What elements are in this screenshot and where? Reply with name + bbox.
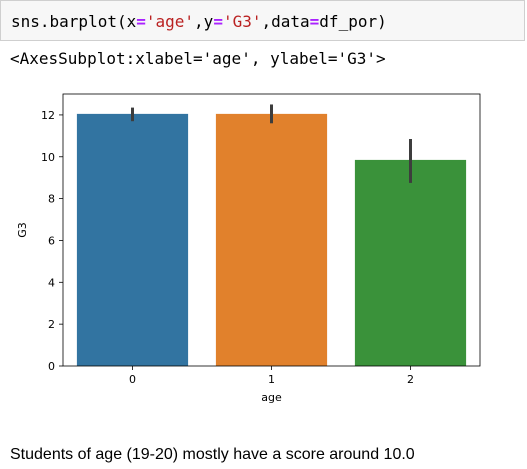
code-token: ,data xyxy=(261,12,310,31)
y-tick-label: 8 xyxy=(48,193,55,206)
x-tick-label: 0 xyxy=(129,373,136,386)
code-token: df_por) xyxy=(319,12,387,31)
x-tick-label: 1 xyxy=(268,373,275,386)
y-tick-label: 2 xyxy=(48,318,55,331)
code-token: = xyxy=(213,12,223,31)
y-tick-label: 12 xyxy=(41,109,55,122)
code-token: ,y xyxy=(194,12,214,31)
x-axis-label: age xyxy=(261,391,282,404)
code-token: 'G3' xyxy=(222,12,262,31)
y-axis: 0 2 4 6 8 10 12 xyxy=(41,109,63,373)
code-token: = xyxy=(309,12,320,31)
bar-1 xyxy=(215,113,328,366)
y-tick-label: 10 xyxy=(41,151,55,164)
code-input-cell[interactable]: sns.barplot(x='age',y='G3',data=df_por) xyxy=(0,0,525,41)
y-tick-label: 6 xyxy=(48,234,55,247)
code-token: = xyxy=(136,12,146,31)
y-axis-label: G3 xyxy=(16,222,29,238)
bars-group xyxy=(76,113,467,366)
x-tick-label: 2 xyxy=(407,373,414,386)
bar-0 xyxy=(76,113,189,366)
markdown-note: Students of age (19-20) mostly have a sc… xyxy=(10,446,415,463)
code-token: sns.barplot(x xyxy=(11,12,137,31)
error-bars-group xyxy=(131,104,412,183)
code-token: 'age' xyxy=(145,12,195,31)
bar-2 xyxy=(354,159,467,366)
y-tick-label: 4 xyxy=(48,276,55,289)
x-axis: 0 1 2 xyxy=(129,366,414,386)
cell-output-text: <AxesSubplot:xlabel='age', ylabel='G3'> xyxy=(10,49,386,68)
y-tick-label: 0 xyxy=(48,360,55,373)
